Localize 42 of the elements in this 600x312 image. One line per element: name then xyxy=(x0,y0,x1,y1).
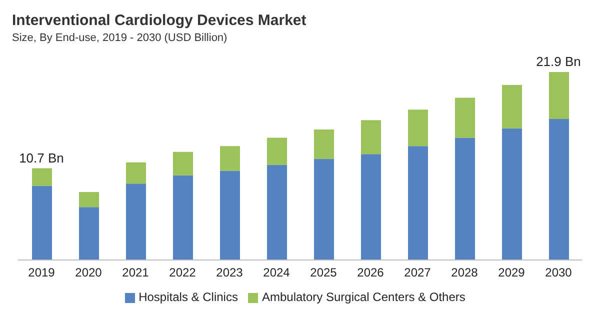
bar xyxy=(220,170,240,260)
x-tick-label: 2024 xyxy=(263,266,290,280)
x-tick-label: 2019 xyxy=(28,266,56,280)
bar xyxy=(549,72,569,119)
bar xyxy=(79,192,99,208)
bar xyxy=(79,207,99,260)
bar xyxy=(549,119,569,260)
bar xyxy=(32,186,52,260)
bar xyxy=(408,110,428,146)
x-tick-label: 2025 xyxy=(310,266,338,280)
x-tick-label: 2020 xyxy=(75,266,102,280)
bar xyxy=(32,168,52,186)
bar xyxy=(173,175,193,260)
annotation: 21.9 Bn xyxy=(536,54,581,69)
x-tick-label: 2030 xyxy=(545,266,572,280)
bar xyxy=(173,152,193,176)
x-tick-label: 2026 xyxy=(357,266,384,280)
x-tick-label: 2023 xyxy=(216,266,244,280)
annotation: 10.7 Bn xyxy=(19,150,64,166)
bar xyxy=(314,158,334,260)
legend-label: Hospitals & Clinics xyxy=(138,290,238,304)
bar xyxy=(455,98,475,138)
bar xyxy=(361,154,381,260)
x-tick-label: 2022 xyxy=(169,266,196,280)
x-tick-label: 2021 xyxy=(122,266,150,280)
bar xyxy=(220,146,240,171)
bar xyxy=(267,164,287,260)
bar xyxy=(408,146,428,260)
x-tick-label: 2029 xyxy=(498,266,526,280)
bar xyxy=(361,120,381,154)
bar xyxy=(126,162,146,184)
bar xyxy=(126,184,146,260)
bar xyxy=(267,138,287,165)
bar xyxy=(314,130,334,159)
bar xyxy=(502,128,522,260)
x-tick-label: 2027 xyxy=(404,266,432,280)
bar xyxy=(502,84,522,128)
bar xyxy=(455,138,475,260)
x-tick-label: 2028 xyxy=(451,266,478,280)
chart-title: Interventional Cardiology Devices Market xyxy=(12,12,308,29)
legend-label: Ambulatory Surgical Centers & Others xyxy=(262,290,466,304)
chart-subtitle: Size, By End-use, 2019 - 2030 (USD Billion) xyxy=(12,32,228,44)
